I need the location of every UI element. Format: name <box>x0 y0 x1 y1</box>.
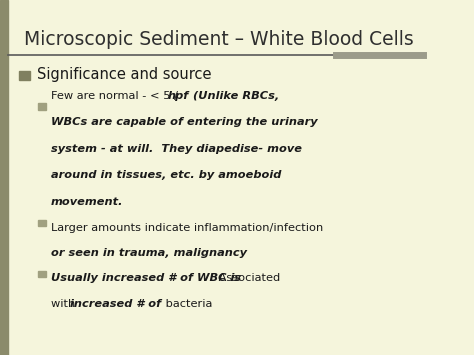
Bar <box>0 0 8 355</box>
Text: Microscopic Sediment – White Blood Cells: Microscopic Sediment – White Blood Cells <box>24 30 413 49</box>
Bar <box>38 271 46 277</box>
Bar <box>38 103 46 110</box>
Text: Few are normal - < 5 /: Few are normal - < 5 / <box>51 91 178 100</box>
Bar <box>19 71 30 80</box>
Text: movement.: movement. <box>51 197 123 207</box>
Text: (Unlike RBCs,: (Unlike RBCs, <box>185 91 279 100</box>
Bar <box>38 220 46 226</box>
Text: or seen in trauma, malignancy: or seen in trauma, malignancy <box>51 248 247 258</box>
Text: system - at will.  They diapedise- move: system - at will. They diapedise- move <box>51 144 302 154</box>
Text: Significance and source: Significance and source <box>36 67 211 82</box>
Text: Associated: Associated <box>215 273 280 283</box>
Text: hpf: hpf <box>167 91 189 100</box>
Text: around in tissues, etc. by amoeboid: around in tissues, etc. by amoeboid <box>51 170 281 180</box>
Text: with: with <box>51 299 79 309</box>
Text: WBCs are capable of entering the urinary: WBCs are capable of entering the urinary <box>51 117 318 127</box>
Text: bacteria: bacteria <box>162 299 212 309</box>
Text: increased # of: increased # of <box>70 299 162 309</box>
Text: Usually increased # of WBC is: Usually increased # of WBC is <box>51 273 241 283</box>
Text: Larger amounts indicate inflammation/infection: Larger amounts indicate inflammation/inf… <box>51 223 323 233</box>
